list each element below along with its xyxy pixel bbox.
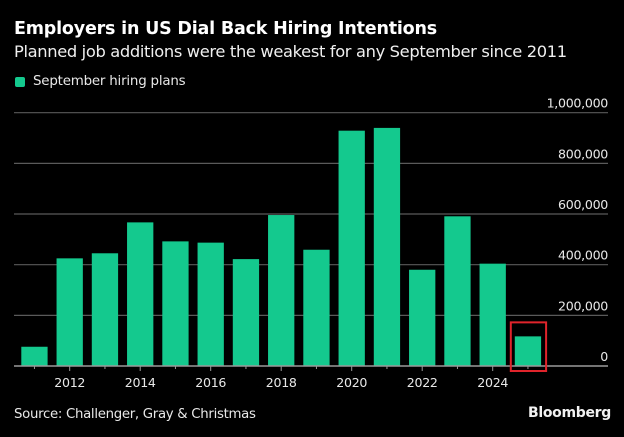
chart-subtitle: Planned job additions were the weakest f…	[14, 42, 567, 61]
bars	[21, 127, 542, 366]
bar-2024	[479, 263, 506, 366]
bar-2016	[197, 242, 224, 366]
bar-2020	[338, 130, 365, 366]
y-tick-label: 600,000	[558, 197, 608, 212]
y-tick-label: 800,000	[558, 146, 608, 161]
bar-2011	[21, 346, 48, 366]
x-tick-label: 2016	[195, 375, 226, 390]
source-note: Source: Challenger, Gray & Christmas	[14, 407, 256, 422]
highlight-box-2025	[509, 321, 548, 372]
bar-2019	[303, 249, 330, 366]
x-axis: 2012 2014 2016 2018 2020 2022 2024	[14, 365, 608, 390]
bloomberg-logo: Bloomberg	[527, 405, 611, 421]
y-tick-label: 1,000,000	[547, 96, 609, 111]
legend-label: September hiring plans	[33, 74, 186, 89]
legend-swatch	[15, 76, 25, 87]
x-tick-label: 2024	[477, 375, 508, 390]
y-tick-label: 400,000	[558, 248, 608, 263]
x-tick-label: 2012	[54, 375, 85, 390]
bar-2025	[514, 336, 542, 366]
x-tick-label: 2014	[125, 375, 156, 390]
y-tick-label: 200,000	[558, 298, 608, 313]
bar-2013	[91, 253, 119, 366]
x-tick-label: 2020	[336, 375, 367, 390]
annotations	[509, 321, 548, 372]
bar-2012	[56, 258, 83, 366]
bar-2015	[162, 241, 189, 366]
y-axis-labels: 0 200,000 400,000 600,000 800,000 1,000,000	[547, 96, 609, 364]
legend: September hiring plans	[15, 74, 186, 89]
bar-2021	[373, 127, 401, 366]
bar-2018	[268, 215, 295, 366]
chart-title: Employers in US Dial Back Hiring Intenti…	[14, 19, 437, 39]
bar-2014	[127, 222, 154, 366]
bar-2023	[444, 216, 471, 366]
x-tick-label: 2022	[407, 375, 438, 390]
bar-2022	[409, 269, 436, 366]
x-tick-label: 2018	[266, 375, 297, 390]
bar-2017	[232, 259, 260, 366]
y-tick-label: 0	[600, 349, 608, 364]
